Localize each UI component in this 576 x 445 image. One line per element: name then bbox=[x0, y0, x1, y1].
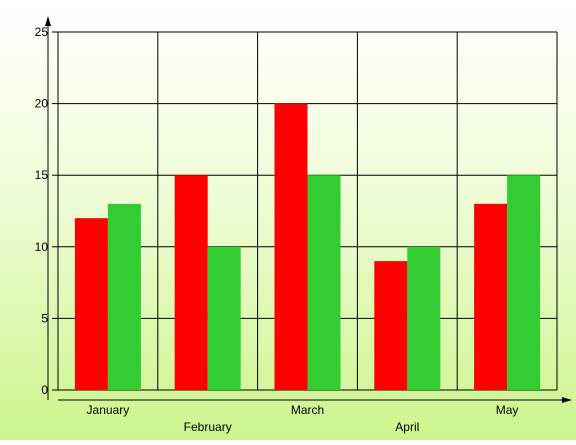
y-axis-arrow bbox=[45, 16, 51, 26]
x-axis-arrow bbox=[562, 397, 572, 403]
x-tick-label-may: May bbox=[496, 403, 519, 417]
y-tick-label: 0 bbox=[41, 383, 48, 397]
bar-march-series-2 bbox=[307, 175, 341, 390]
bar-may-series-2 bbox=[507, 175, 541, 390]
bar-january-series-1 bbox=[74, 218, 108, 390]
bar-february-series-1 bbox=[174, 175, 208, 390]
bar-february-series-2 bbox=[207, 246, 241, 390]
y-tick-label: 20 bbox=[35, 97, 49, 111]
y-tick-label: 15 bbox=[35, 168, 49, 182]
bar-may-series-1 bbox=[474, 203, 508, 390]
bar-january-series-2 bbox=[107, 203, 141, 390]
labels-layer: 0 5 10 15 20 25 January February March April May bbox=[35, 25, 519, 434]
axes-layer bbox=[45, 16, 572, 403]
x-tick-label-march: March bbox=[291, 403, 324, 417]
x-tick-label-february: February bbox=[184, 420, 232, 434]
y-tick-label: 5 bbox=[41, 311, 48, 325]
y-tick-label: 25 bbox=[35, 25, 49, 39]
x-tick-label-april: April bbox=[395, 420, 419, 434]
y-tick-label: 10 bbox=[35, 240, 49, 254]
x-tick-label-january: January bbox=[87, 403, 130, 417]
bar-april-series-1 bbox=[374, 261, 408, 390]
bar-march-series-1 bbox=[274, 103, 308, 390]
bars-layer bbox=[74, 103, 541, 390]
bar-april-series-2 bbox=[407, 246, 441, 390]
